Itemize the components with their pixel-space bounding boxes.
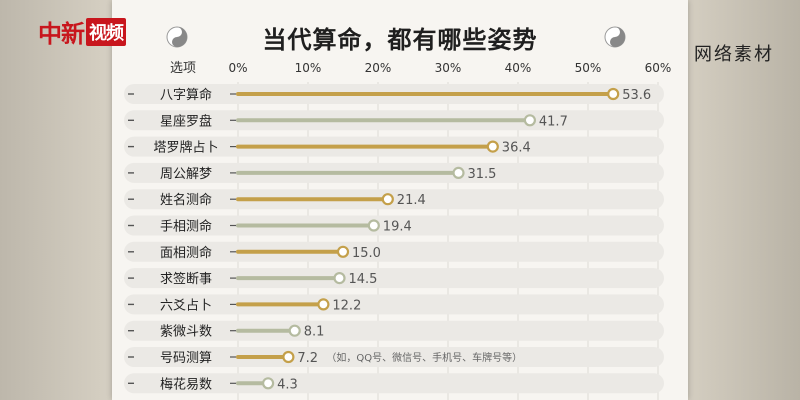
category-label: 手相测命 bbox=[160, 219, 212, 235]
yin-yang-icon bbox=[604, 26, 626, 48]
row-track bbox=[124, 320, 664, 341]
x-tick-label: 50% bbox=[575, 61, 602, 75]
bar-end-marker bbox=[317, 298, 330, 311]
x-tick-label: 20% bbox=[365, 61, 392, 75]
category-label: 星座罗盘 bbox=[160, 113, 212, 129]
category-label: 紫微斗数 bbox=[160, 325, 212, 340]
chart-title: 当代算命，都有哪些姿势 bbox=[262, 26, 538, 54]
x-tick-label: 10% bbox=[295, 61, 322, 75]
category-label: 周公解梦 bbox=[160, 167, 212, 182]
value-label: 8.1 bbox=[304, 325, 325, 340]
background-right bbox=[680, 0, 800, 400]
bar-end-marker bbox=[452, 166, 465, 179]
row-track bbox=[124, 268, 664, 289]
category-label: 面相测命 bbox=[160, 245, 212, 261]
bar-end-marker bbox=[282, 350, 295, 364]
x-tick-label: 40% bbox=[505, 61, 532, 75]
value-label: 12.2 bbox=[332, 298, 361, 313]
row-track bbox=[124, 215, 664, 236]
value-label: 53.6 bbox=[622, 88, 651, 103]
yin-yang-icon bbox=[166, 26, 188, 48]
bar-end-marker bbox=[607, 87, 620, 101]
value-label: 7.2 bbox=[297, 351, 318, 366]
logo-box: 视频 bbox=[86, 18, 126, 46]
value-label: 41.7 bbox=[539, 114, 568, 129]
value-label: 21.4 bbox=[397, 193, 426, 208]
category-label: 求签断事 bbox=[160, 271, 212, 287]
x-tick-label: 60% bbox=[645, 61, 672, 75]
bar-end-marker bbox=[523, 114, 537, 127]
bar-end-marker bbox=[381, 193, 394, 206]
bar-end-marker bbox=[333, 272, 346, 285]
bar-end-marker bbox=[288, 324, 301, 337]
background-left bbox=[0, 0, 120, 400]
category-header: 选项 bbox=[170, 61, 196, 76]
category-label: 八字算命 bbox=[160, 87, 212, 103]
bar-end-marker bbox=[367, 219, 380, 232]
value-label: 4.3 bbox=[277, 377, 298, 392]
category-label: 六爻占卜 bbox=[160, 298, 212, 313]
value-label: 15.0 bbox=[352, 246, 381, 261]
value-label: 36.4 bbox=[502, 141, 531, 156]
category-label: 姓名测命 bbox=[160, 192, 212, 208]
bar-end-marker bbox=[336, 245, 350, 258]
row-track bbox=[124, 189, 664, 210]
logo-text: 中新 bbox=[38, 19, 85, 48]
row-track bbox=[124, 294, 664, 315]
row-track bbox=[124, 373, 664, 394]
bar-end-marker bbox=[486, 140, 499, 153]
x-tick-label: 0% bbox=[228, 61, 247, 75]
x-tick-label: 30% bbox=[435, 61, 462, 75]
value-label: 14.5 bbox=[349, 272, 378, 287]
row-track bbox=[124, 241, 664, 262]
category-label: 梅花易数 bbox=[160, 376, 212, 392]
value-label: 19.4 bbox=[383, 220, 412, 235]
bar-end-marker bbox=[262, 377, 275, 390]
category-label: 塔罗牌占卜 bbox=[153, 140, 218, 156]
row-track bbox=[124, 347, 664, 367]
row-annotation: （如，QQ号、微信号、手机号、车牌号等） bbox=[326, 351, 522, 364]
value-label: 31.5 bbox=[468, 167, 497, 182]
watermark: 网络素材 bbox=[694, 44, 774, 65]
news-logo: 中新 视频 bbox=[38, 14, 126, 49]
category-label: 号码测算 bbox=[160, 351, 212, 366]
